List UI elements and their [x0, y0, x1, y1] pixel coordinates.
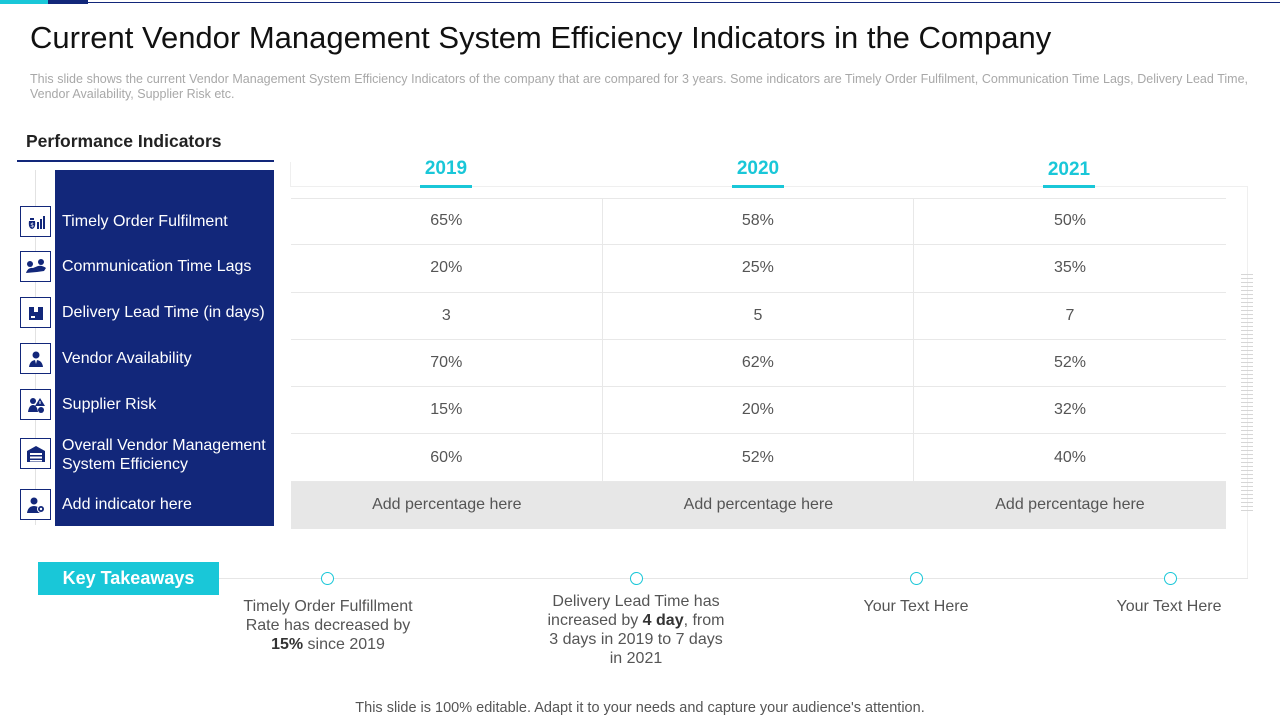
indicator-label: Communication Time Lags — [62, 258, 252, 275]
indicator-panel — [55, 170, 274, 526]
takeaways-timeline — [219, 578, 1248, 579]
grid-top-border — [291, 198, 1226, 199]
table-cell: 52% — [1053, 354, 1086, 372]
table-cell: 70% — [291, 339, 603, 387]
table-cell: 52% — [603, 434, 915, 481]
top-accent-bar — [0, 0, 1280, 4]
indicator-label: Delivery Lead Time (in days) — [62, 304, 265, 321]
accent-segment-navy — [48, 0, 88, 4]
table-row: 70% 62% 52% — [291, 339, 1226, 388]
table-frame-edge — [290, 162, 291, 186]
table-cell: 58% — [603, 198, 915, 245]
indicator-label: Add indicator here — [62, 496, 192, 513]
person-gear-icon — [20, 489, 51, 520]
timeline-dot — [910, 572, 923, 585]
page-subtitle: This slide shows the current Vendor Mana… — [30, 72, 1248, 101]
table-cell: Add percentage here — [995, 496, 1145, 514]
year-underline — [732, 185, 784, 188]
table-cell: 32% — [1053, 401, 1086, 419]
table-cell: 60% — [291, 434, 603, 481]
takeaway-text: Delivery Lead Time has increased by 4 da… — [546, 592, 726, 668]
table-row: 15% 20% 32% — [291, 387, 1226, 435]
year-underline — [1043, 185, 1095, 188]
accent-segment-cyan — [0, 0, 48, 4]
performance-heading: Performance Indicators — [26, 131, 222, 151]
money-bag-chart-icon: $ — [20, 206, 51, 237]
year-header-2021: 2021 — [1047, 159, 1091, 180]
footer-note: This slide is 100% editable. Adapt it to… — [355, 700, 925, 716]
table-cell: Add percentage here — [372, 496, 522, 514]
indicator-label: Vendor Availability — [62, 350, 192, 367]
indicator-label: Timely Order Fulfilment — [62, 213, 228, 230]
table-cell: 3 — [291, 292, 603, 339]
svg-text:$: $ — [30, 222, 34, 229]
year-header-2019: 2019 — [424, 158, 468, 179]
takeaway-text-part: Timely Order Fulfillment Rate has decrea… — [243, 598, 413, 634]
table-row: 3 5 7 — [291, 292, 1226, 340]
timeline-dot — [630, 572, 643, 585]
table-row-placeholder: Add percentage here Add percentage here … — [291, 481, 1226, 529]
table-cell: 25% — [603, 245, 915, 292]
key-takeaways-badge: Key Takeaways — [38, 562, 219, 595]
year-underline — [420, 185, 472, 188]
package-icon — [20, 297, 51, 328]
table-cell: 15% — [291, 387, 603, 434]
page-title: Current Vendor Management System Efficie… — [30, 20, 1052, 55]
takeaway-text: Your Text Here — [826, 597, 1006, 616]
table-cell: 7 — [1065, 306, 1075, 324]
timeline-dot — [321, 572, 334, 585]
table-cell: 65% — [291, 198, 603, 245]
people-alert-icon — [20, 389, 51, 420]
handshake-icon — [20, 251, 51, 282]
takeaway-text-part: Your Text Here — [1116, 598, 1222, 615]
person-icon — [20, 343, 51, 374]
performance-heading-underline — [17, 160, 274, 162]
table-cell: 40% — [1053, 448, 1086, 466]
table-cell: 20% — [603, 387, 915, 434]
takeaway-text-part: , from 3 days in 2019 to 7 days in 2021 — [549, 612, 725, 667]
takeaway-text: Your Text Here — [1079, 597, 1259, 616]
takeaway-highlight: 4 day — [642, 612, 684, 629]
table-row: 20% 25% 35% — [291, 245, 1226, 293]
indicator-label: Overall Vendor Management System Efficie… — [62, 437, 266, 473]
table-cell: 20% — [291, 245, 603, 292]
accent-line — [88, 2, 1280, 3]
timeline-dot — [1164, 572, 1177, 585]
table-cell: 35% — [1053, 259, 1086, 277]
table-cell: 5 — [603, 292, 915, 339]
year-header-2020: 2020 — [736, 158, 780, 179]
table-row: 60% 52% 40% — [291, 434, 1226, 482]
side-ruler-decoration — [1241, 274, 1253, 512]
warehouse-icon — [20, 438, 51, 469]
table-cell: 62% — [603, 339, 915, 387]
takeaway-text: Timely Order Fulfillment Rate has decrea… — [237, 597, 419, 654]
takeaway-text-part: since 2019 — [303, 636, 385, 653]
table-row: 65% 58% 50% — [291, 198, 1226, 246]
takeaway-highlight: 15% — [271, 636, 304, 653]
table-cell: Add percentage here — [683, 496, 834, 514]
indicator-table: 65% 58% 50% 20% 25% 35% 3 5 7 70% 62% 52… — [291, 198, 1226, 529]
table-cell: 50% — [1053, 212, 1086, 230]
takeaway-text-part: Your Text Here — [863, 598, 969, 615]
takeaway-text-part: Delivery Lead Time has increased by — [547, 593, 720, 629]
indicator-label: Supplier Risk — [62, 396, 157, 413]
